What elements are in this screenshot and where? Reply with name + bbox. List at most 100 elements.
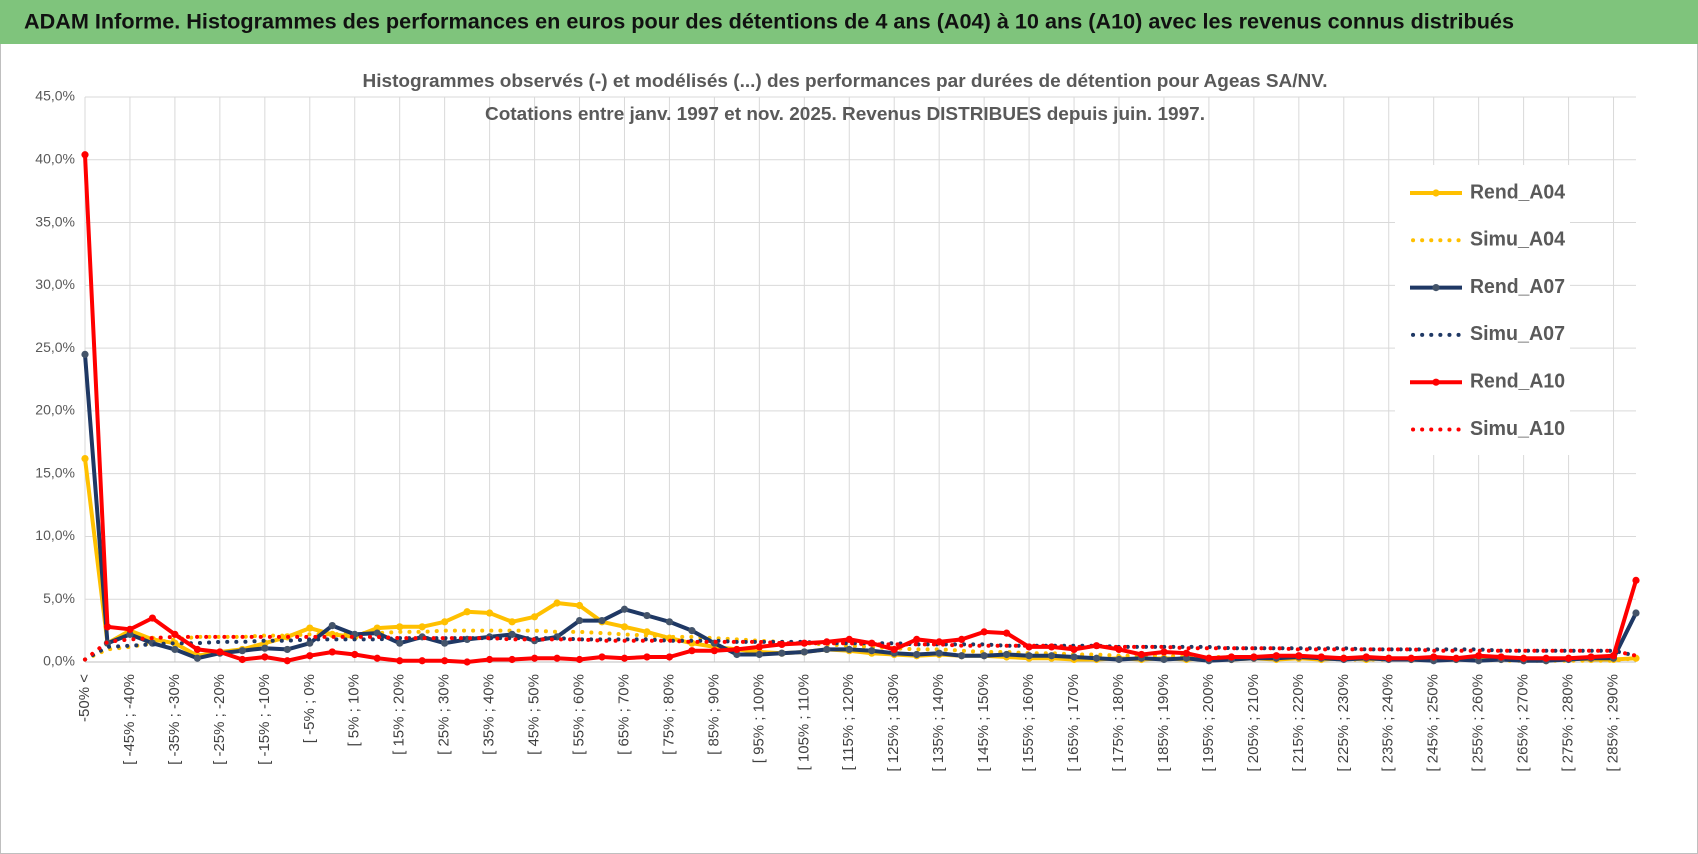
point [1632,609,1640,617]
point [1182,654,1191,662]
point [238,655,246,664]
point [553,599,561,607]
x-tick-label: [ 5% ; 10% [346,674,363,747]
point [1587,653,1595,661]
point [1070,645,1078,654]
y-tick-label: 25,0% [35,339,75,355]
point [1407,654,1415,662]
chart-subtitle: Cotations entre janv. 1997 et nov. 2025.… [485,104,1205,124]
point [306,639,314,647]
point [351,650,359,659]
point [1475,652,1483,660]
point [1137,650,1146,659]
point [261,653,269,661]
legend-label: Rend_A04 [1470,181,1566,203]
x-tick-label: [ 35% ; 40% [481,674,498,755]
point [1205,654,1213,662]
x-tick-label: [ 95% ; 100% [750,674,767,763]
point [958,652,966,660]
x-tick-label: [ 25% ; 30% [436,674,453,755]
point [283,645,291,654]
point [1295,652,1303,660]
point [1520,654,1528,662]
point [620,623,629,631]
point [1115,655,1123,664]
point [103,623,112,631]
point [868,647,876,655]
x-tick-label: [ -45% ; -40% [121,674,138,765]
x-tick-label: [ -35% ; -30% [166,674,183,765]
point [418,623,426,631]
point [1564,654,1573,662]
point [620,605,629,613]
point [306,624,314,632]
point [171,645,179,654]
x-tick-label: [ 105% ; 110% [795,674,812,770]
x-tick-label: [ 205% ; 210% [1245,674,1262,772]
legend-bg [1395,165,1570,455]
point [530,613,539,621]
point [238,647,246,655]
legend-label: Simu_A10 [1470,418,1565,440]
x-tick-label: [ 215% ; 220% [1290,674,1307,772]
point [913,635,921,644]
point [1003,650,1011,659]
point [845,635,853,644]
point [1632,576,1640,584]
point [1272,652,1280,660]
legend-marker [1432,189,1440,197]
point [148,614,157,622]
point [665,618,674,626]
y-tick-label: 0,0% [43,653,75,669]
x-tick-label: [ 15% ; 20% [391,674,408,755]
point [913,650,921,659]
point [980,628,988,636]
point [373,629,381,637]
point [216,648,224,656]
point [508,630,516,638]
point [193,654,201,662]
point [418,657,426,665]
point [1385,654,1393,662]
point [1362,653,1370,661]
point [1182,649,1191,657]
point [935,649,943,657]
point [1025,652,1033,660]
point [81,455,89,463]
point [171,630,179,638]
point [1092,654,1101,662]
point [688,647,696,655]
point [575,655,584,664]
point [441,639,449,647]
point [890,645,898,654]
point [486,609,494,617]
point [328,648,336,656]
x-tick-label: [ 75% ; 80% [660,674,677,755]
point [598,616,606,625]
x-tick-label: [ 85% ; 90% [705,674,722,755]
y-tick-label: 10,0% [35,527,75,543]
point [126,630,134,638]
x-tick-label: [ 125% ; 130% [885,674,902,772]
point [1317,653,1325,661]
point [665,653,674,661]
point [396,639,404,647]
point [778,649,786,657]
point [1227,653,1235,661]
point [575,616,584,625]
x-tick-label: [ 145% ; 150% [975,674,992,772]
x-tick-label: [ 165% ; 170% [1065,674,1082,772]
chart-title: Histogrammes observés (-) et modélisés (… [363,71,1328,91]
point [823,645,831,654]
x-tick-label: [ -25% ; -20% [211,674,228,765]
x-tick-label: [ 265% ; 270% [1515,674,1532,772]
point [193,645,201,654]
point [1475,657,1483,665]
point [1070,653,1078,661]
point [1025,643,1033,651]
x-tick-label: [ 135% ; 140% [930,674,947,772]
x-tick-label: [ 65% ; 70% [615,674,632,755]
x-tick-label: [ 185% ; 190% [1155,674,1172,772]
x-tick-label: [ 115% ; 120% [840,674,857,770]
